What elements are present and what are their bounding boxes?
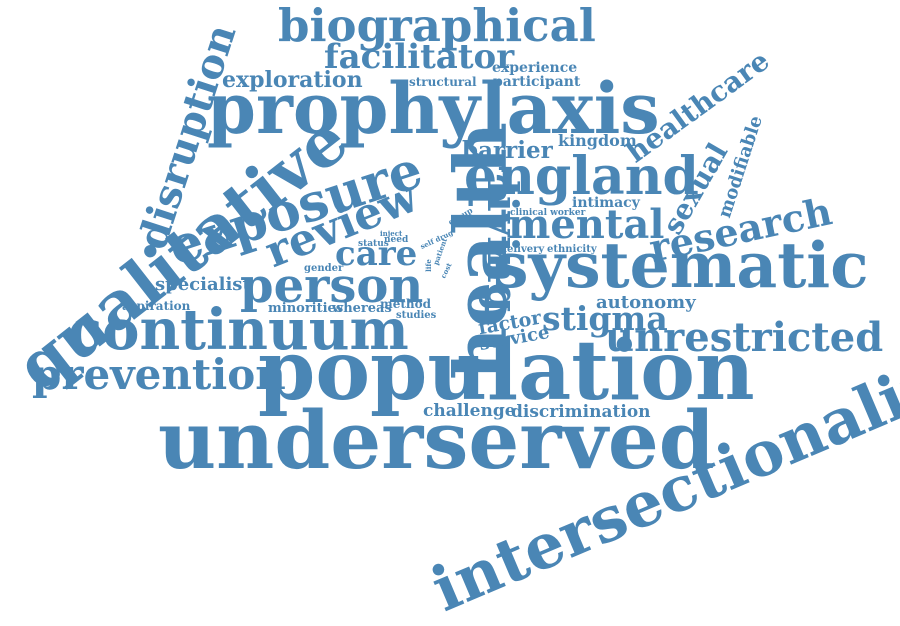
word-life: life	[425, 259, 432, 272]
word-cloud: underserved population intersectionality…	[0, 0, 900, 589]
word-exploration: exploration	[222, 69, 363, 91]
word-challenge: challenge	[423, 403, 516, 420]
word-studies: studies	[396, 311, 436, 321]
word-specialist: specialist	[155, 276, 251, 294]
word-method: method	[380, 298, 431, 310]
word-participant: participant	[493, 75, 580, 89]
word-autonomy: autonomy	[596, 294, 696, 312]
word-barrier: barrier	[462, 139, 553, 162]
word-inject: inject	[380, 230, 402, 237]
word-ethnicity: ethnicity	[547, 245, 597, 255]
word-structural: structural	[409, 76, 477, 88]
word-experience: experience	[492, 61, 577, 75]
word-gender: gender	[304, 264, 343, 274]
word-kingdom: kingdom	[558, 133, 637, 149]
word-aspiration: aspiration	[122, 300, 190, 312]
word-prevention: prevention	[32, 354, 286, 396]
word-clinical-worker: clinical worker	[510, 209, 585, 218]
word-discrimination: discrimination	[511, 404, 651, 421]
word-delivery: delivery	[500, 245, 544, 255]
